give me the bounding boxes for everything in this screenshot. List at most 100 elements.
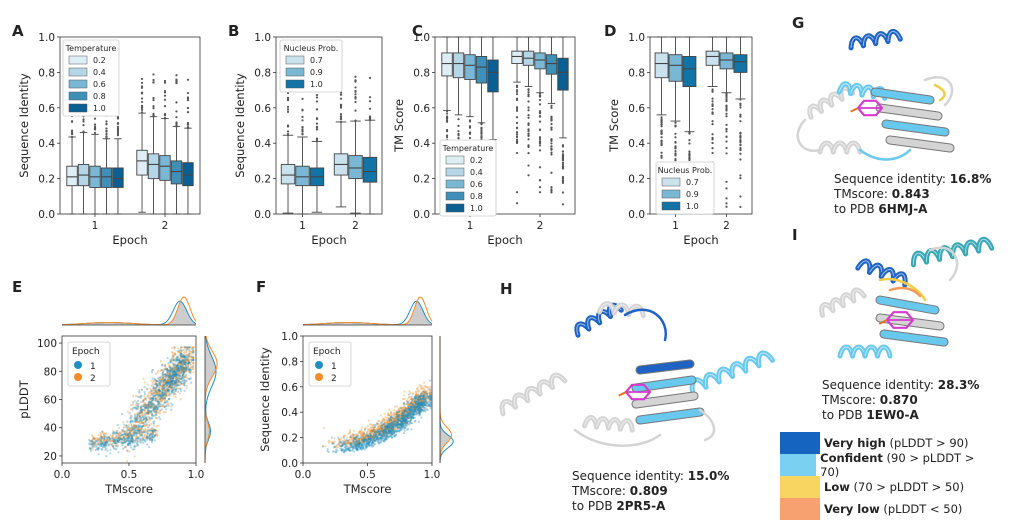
scatter-point [333,437,336,440]
box-outlier [538,95,542,98]
legend-title: Nucleus Prob. [284,44,339,53]
box-body [441,52,453,77]
scatter-point [153,403,156,407]
scatter-point [142,421,145,424]
scatter-point [179,369,182,373]
y-tick-label: 0.0 [413,209,430,221]
box-outlier [140,104,144,108]
scatter-point [155,389,158,392]
box-outlier [711,111,714,115]
scatter-point [109,439,112,442]
box-outlier [301,130,304,133]
scatter-point [115,438,118,441]
box-body [719,52,734,70]
scatter-point [141,438,144,441]
scatter-point [161,404,164,408]
scatter-point [180,370,183,373]
scatter-point [166,374,169,377]
box-outlier [725,205,728,208]
box-outlier [527,109,530,112]
scatter-point [192,351,195,354]
box-outlier [550,104,553,107]
scatter-point [154,397,157,400]
scatter-point [156,433,159,436]
scatter-point [143,390,146,394]
scatter-point [89,447,93,450]
scatter-point [156,370,160,373]
scatter-point [179,346,183,349]
y-tick-label: 60 [44,395,57,407]
scatter-point [95,445,98,449]
box-outlier [70,135,74,139]
scatter-point [128,450,131,453]
box-outlier [152,81,155,84]
scatter-point [165,368,168,371]
scatter-point [111,431,115,434]
scatter-point [410,428,413,431]
scatter-point [127,435,130,438]
y-tick-label: 0.6 [38,103,55,115]
scatter-point [140,425,143,428]
box-outlier [711,89,714,93]
scatter-point [109,448,112,451]
box-outlier [152,73,155,76]
box-outlier [186,78,190,81]
scatter-point [150,434,154,437]
scatter-point [173,366,176,369]
box-outlier [739,144,742,147]
box-outlier [527,151,530,155]
scatter-point [139,404,142,408]
scatter-point [154,387,157,390]
scatter-point [173,369,176,373]
scatter-point [138,437,141,440]
scatter-point [164,365,167,368]
scatter-point [343,440,346,443]
box-outlier [725,96,728,99]
box-outlier [550,128,553,131]
scatter-point [164,392,168,395]
box-outlier [739,115,742,118]
x-tick-label: 1.0 [424,469,441,481]
box-outlier [527,116,530,119]
scatter-point [178,374,182,377]
scatter-point [138,430,141,433]
scatter-point [154,431,157,434]
scatter-point [164,377,167,380]
box-outlier [116,125,120,128]
box-outlier [561,161,565,164]
y-tick-label: 0.6 [254,103,271,115]
box-outlier [725,152,728,155]
scatter-point [152,420,156,423]
scatter-point [175,379,178,382]
scatter-point [120,437,123,440]
scatter-point [179,389,183,393]
scatter-point [157,402,161,405]
scatter-point [188,346,191,349]
scatter-point [161,374,164,378]
box-outlier [725,112,728,115]
scatter-point [139,430,142,433]
box-outlier [140,108,144,112]
box-outlier [711,151,714,155]
scatter-point [185,351,188,354]
box-outlier [550,151,553,154]
scatter-point [117,426,121,430]
scatter-point [107,439,110,442]
box-outlier [105,130,108,133]
scatter-point [162,386,165,389]
scatter-point [151,426,154,430]
panel-letter-e: E [12,278,22,296]
scatter-point [366,431,369,434]
scatter-point [179,383,182,386]
scatter-point [146,411,149,414]
box-outlier [538,111,542,114]
scatter-point [160,396,163,399]
scatter-point [170,408,173,412]
y-tick-label: 0.4 [254,138,271,150]
y-tick-label: 0.6 [281,382,298,394]
scatter-point [166,380,169,384]
box-outlier [163,94,167,97]
box-outlier [339,112,343,116]
box-outlier [152,114,155,117]
box-outlier [163,113,167,117]
